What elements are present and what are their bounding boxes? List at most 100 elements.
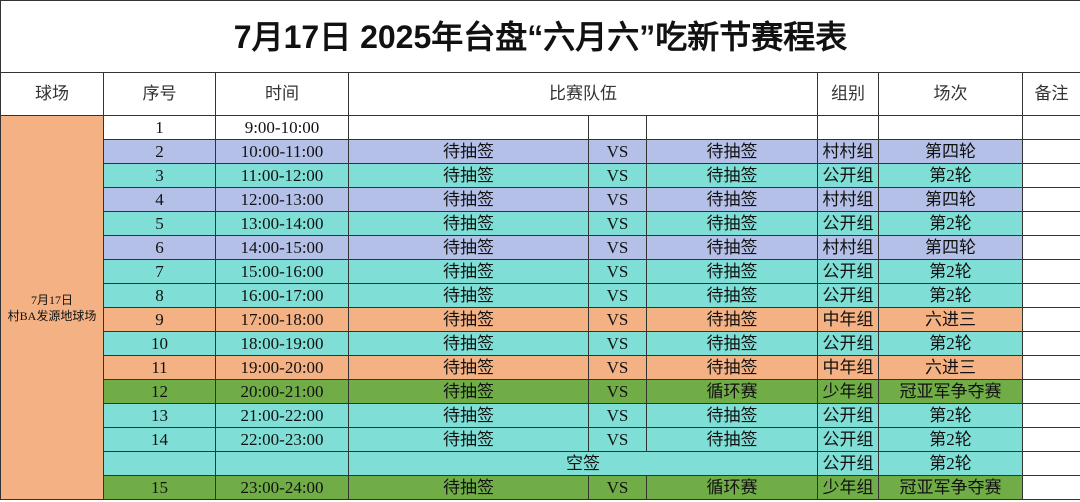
group-cell: 公开组 xyxy=(817,427,879,452)
round-cell: 六进三 xyxy=(878,355,1023,380)
schedule-row: 空签 公开组 第2轮 xyxy=(1,451,1080,476)
round-cell: 第2轮 xyxy=(878,259,1023,284)
team-cell: 待抽签 xyxy=(646,211,818,236)
time-cell: 10:00-11:00 xyxy=(215,139,349,164)
group-cell: 公开组 xyxy=(817,451,879,476)
round-cell: 第四轮 xyxy=(878,235,1023,260)
vs-cell: VS xyxy=(588,427,647,452)
time-cell: 22:00-23:00 xyxy=(215,427,349,452)
team-cell: 待抽签 xyxy=(348,163,589,188)
seq-cell: 13 xyxy=(103,403,216,428)
schedule-row: 8 16:00-17:00 待抽签 VS 待抽签 公开组 第2轮 xyxy=(1,283,1080,308)
team-cell: 待抽签 xyxy=(348,331,589,356)
round-cell: 第2轮 xyxy=(878,211,1023,236)
header-cell: 球场 xyxy=(0,72,104,116)
venue-cell: 7月17日 村BA发源地球场 xyxy=(0,115,104,500)
group-cell: 村村组 xyxy=(817,187,879,212)
team-cell: 待抽签 xyxy=(348,379,589,404)
seq-cell: 12 xyxy=(103,379,216,404)
note-cell xyxy=(1021,235,1080,260)
team-cell: 待抽签 xyxy=(646,163,818,188)
time-cell xyxy=(215,451,349,476)
schedule-row: 7 15:00-16:00 待抽签 VS 待抽签 公开组 第2轮 xyxy=(1,259,1080,284)
vs-cell: VS xyxy=(588,307,647,332)
note-cell xyxy=(1021,355,1080,380)
header-cell: 时间 xyxy=(215,72,349,116)
seq-cell: 8 xyxy=(103,283,216,308)
vs-cell: VS xyxy=(588,283,647,308)
venue-date: 7月17日 xyxy=(30,292,73,307)
vs-cell: VS xyxy=(588,331,647,356)
seq-cell: 1 xyxy=(103,115,216,140)
schedule-row: 14 22:00-23:00 待抽签 VS 待抽签 公开组 第2轮 xyxy=(1,427,1080,452)
schedule-row: 9 17:00-18:00 待抽签 VS 待抽签 中年组 六进三 xyxy=(1,307,1080,332)
time-cell: 18:00-19:00 xyxy=(215,331,349,356)
team-cell: 待抽签 xyxy=(348,403,589,428)
header-cell: 场次 xyxy=(878,72,1023,116)
note-cell xyxy=(1021,283,1080,308)
round-cell: 第2轮 xyxy=(878,403,1023,428)
group-cell: 少年组 xyxy=(817,475,879,500)
time-cell: 21:00-22:00 xyxy=(215,403,349,428)
team-cell: 待抽签 xyxy=(348,283,589,308)
group-cell: 少年组 xyxy=(817,379,879,404)
team-cell: 待抽签 xyxy=(646,139,818,164)
time-cell: 14:00-15:00 xyxy=(215,235,349,260)
team-cell: 待抽签 xyxy=(646,235,818,260)
title-row: 7月17日 2025年台盘“六月六”吃新节赛程表 xyxy=(0,0,1080,73)
time-cell: 17:00-18:00 xyxy=(215,307,349,332)
header-cell: 比赛队伍 xyxy=(348,72,818,116)
time-cell: 20:00-21:00 xyxy=(215,379,349,404)
schedule-row: 2 10:00-11:00 待抽签 VS 待抽签 村村组 第四轮 xyxy=(1,139,1080,164)
note-cell xyxy=(1021,379,1080,404)
team-cell: 待抽签 xyxy=(646,427,818,452)
schedule-row: 4 12:00-13:00 待抽签 VS 待抽签 村村组 第四轮 xyxy=(1,187,1080,212)
schedule-row: 12 20:00-21:00 待抽签 VS 循环赛 少年组 冠亚军争夺赛 xyxy=(1,379,1080,404)
note-cell xyxy=(1021,427,1080,452)
team-cell: 待抽签 xyxy=(348,235,589,260)
round-cell: 冠亚军争夺赛 xyxy=(878,379,1023,404)
group-cell: 公开组 xyxy=(817,331,879,356)
group-cell xyxy=(817,115,879,140)
group-cell: 公开组 xyxy=(817,211,879,236)
vs-cell: VS xyxy=(588,379,647,404)
team-cell: 待抽签 xyxy=(348,355,589,380)
team-cell: 待抽签 xyxy=(348,475,589,500)
vs-cell: VS xyxy=(588,403,647,428)
group-cell: 中年组 xyxy=(817,307,879,332)
team-cell: 待抽签 xyxy=(348,187,589,212)
vs-cell: VS xyxy=(588,163,647,188)
schedule-row: 11 19:00-20:00 待抽签 VS 待抽签 中年组 六进三 xyxy=(1,355,1080,380)
header-row: 球场 序号 时间 比赛队伍 组别 场次 备注 xyxy=(0,72,1080,116)
team-cell: 待抽签 xyxy=(348,259,589,284)
time-cell: 12:00-13:00 xyxy=(215,187,349,212)
group-cell: 公开组 xyxy=(817,403,879,428)
note-cell xyxy=(1021,451,1080,476)
group-cell: 村村组 xyxy=(817,139,879,164)
match-cell: 空签 xyxy=(348,451,818,476)
vs-cell: VS xyxy=(588,475,647,500)
round-cell: 第2轮 xyxy=(878,331,1023,356)
note-cell xyxy=(1021,115,1080,140)
round-cell: 第四轮 xyxy=(878,139,1023,164)
time-cell: 13:00-14:00 xyxy=(215,211,349,236)
group-cell: 公开组 xyxy=(817,259,879,284)
seq-cell: 2 xyxy=(103,139,216,164)
seq-cell: 3 xyxy=(103,163,216,188)
time-cell: 9:00-10:00 xyxy=(215,115,349,140)
round-cell: 第四轮 xyxy=(878,187,1023,212)
team-cell: 待抽签 xyxy=(646,307,818,332)
note-cell xyxy=(1021,211,1080,236)
schedule-row: 3 11:00-12:00 待抽签 VS 待抽签 公开组 第2轮 xyxy=(1,163,1080,188)
vs-cell xyxy=(588,115,647,140)
vs-cell: VS xyxy=(588,235,647,260)
team-cell: 循环赛 xyxy=(646,475,818,500)
round-cell: 六进三 xyxy=(878,307,1023,332)
note-cell xyxy=(1021,187,1080,212)
schedule-row: 10 18:00-19:00 待抽签 VS 待抽签 公开组 第2轮 xyxy=(1,331,1080,356)
time-cell: 19:00-20:00 xyxy=(215,355,349,380)
vs-cell: VS xyxy=(588,259,647,284)
team-cell: 待抽签 xyxy=(348,139,589,164)
